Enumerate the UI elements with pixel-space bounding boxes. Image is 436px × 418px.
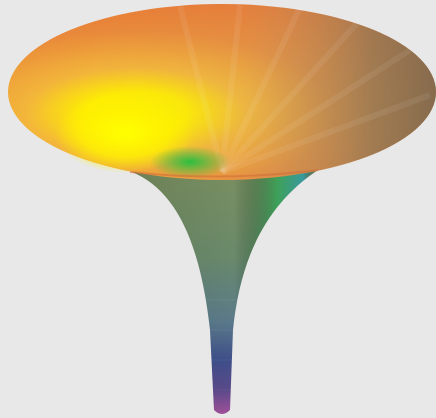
rim-spokes bbox=[177, 4, 432, 175]
stem-bands bbox=[205, 299, 245, 391]
rim-highlight-green bbox=[150, 146, 230, 178]
funnel-stem-shading bbox=[132, 170, 318, 414]
funnel-throat-edge bbox=[129, 169, 319, 178]
